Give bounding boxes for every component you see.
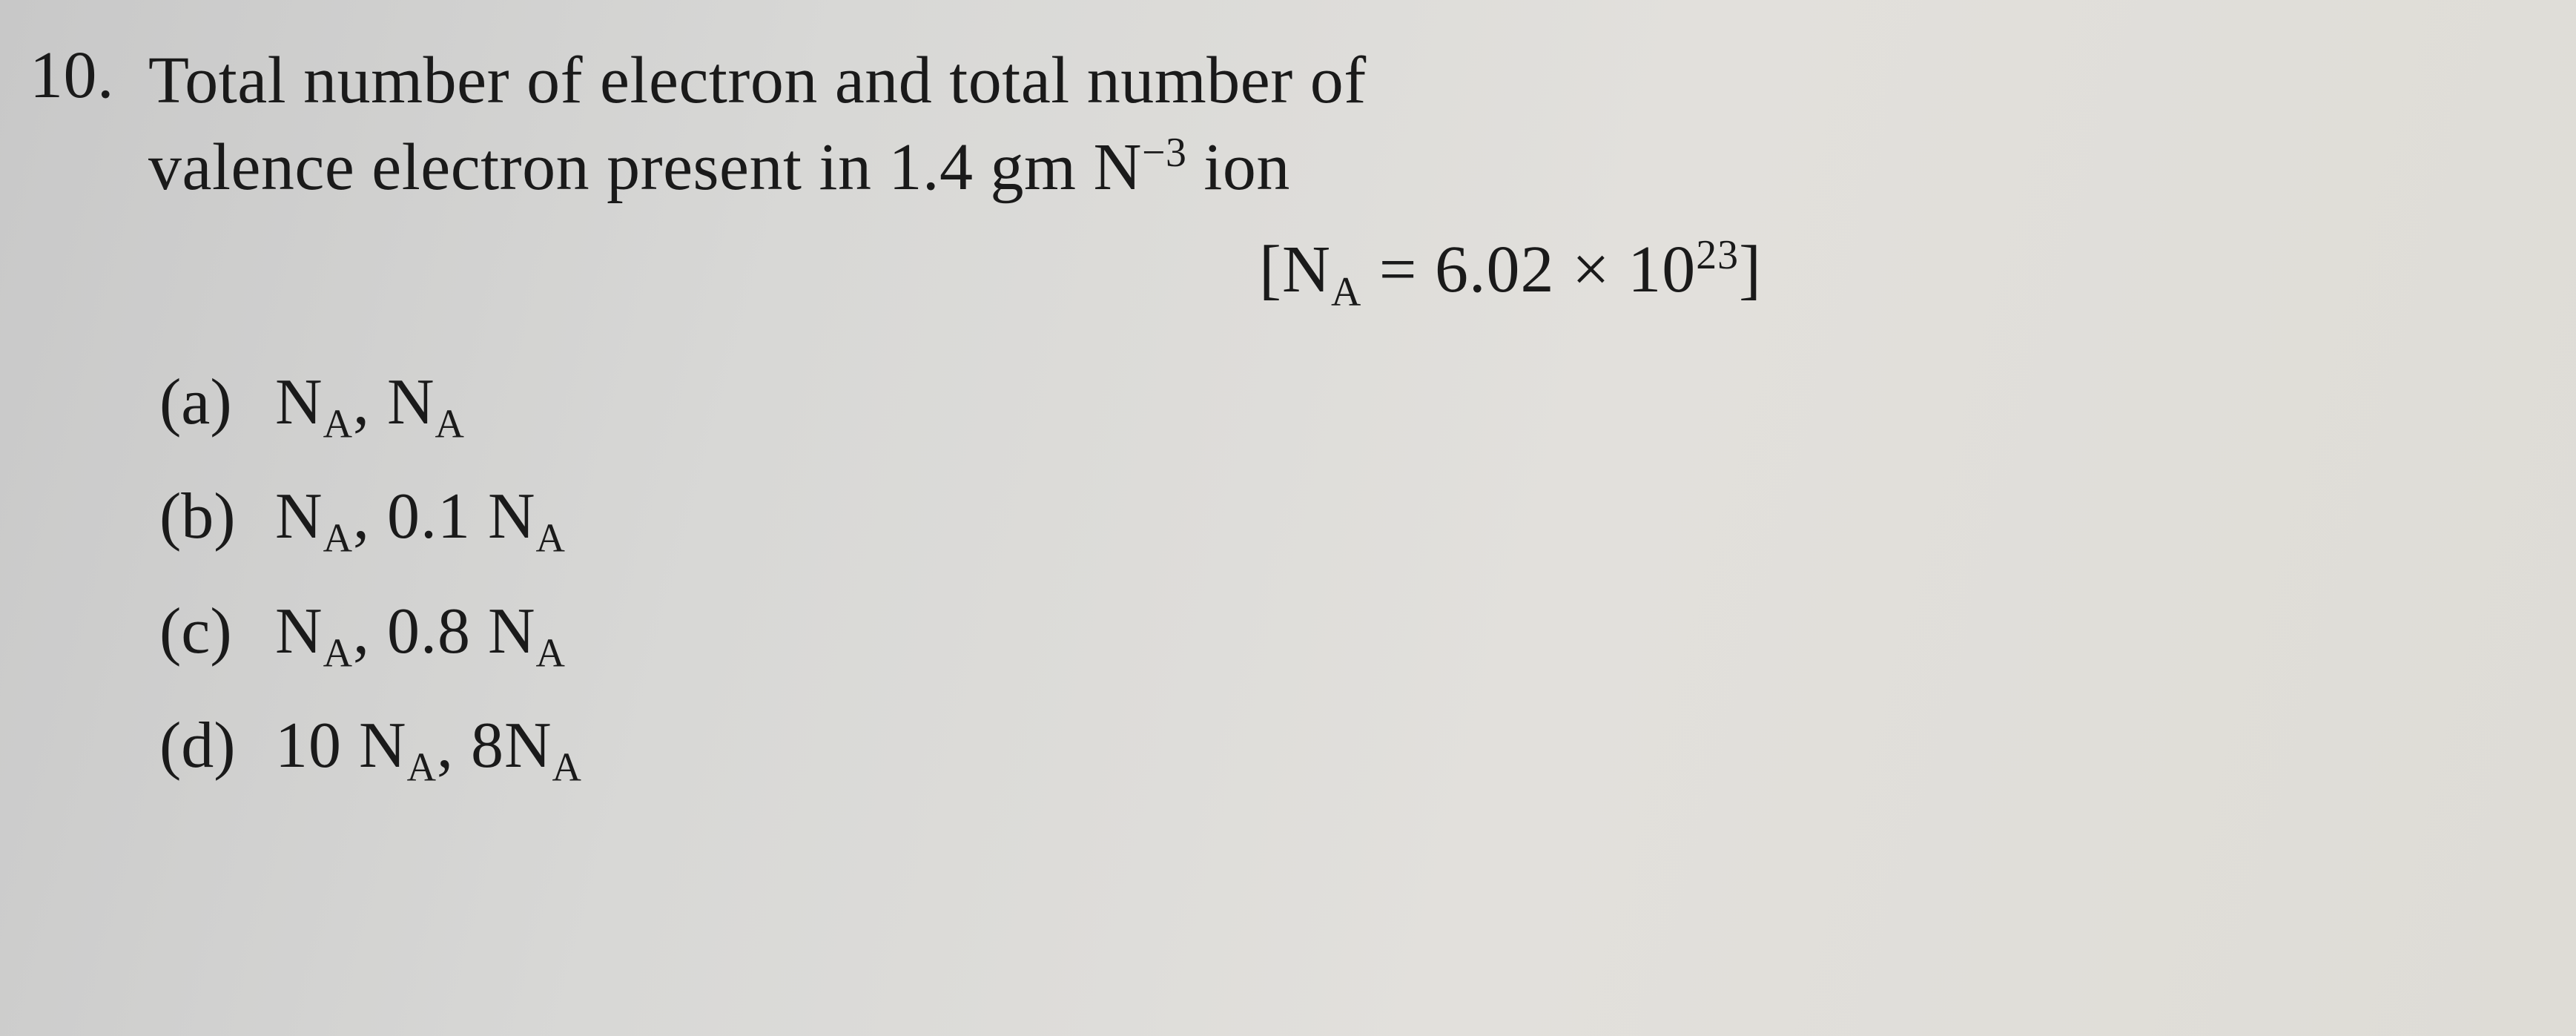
option-text-sub: A bbox=[407, 745, 437, 790]
option-row: (c)NA, 0.8 NA bbox=[159, 581, 2517, 682]
formula-open: [N bbox=[1259, 233, 1331, 306]
option-row: (d)10 NA, 8NA bbox=[159, 696, 2517, 796]
option-text-part: N bbox=[275, 481, 323, 552]
option-text-sub: A bbox=[536, 515, 566, 561]
option-text-sub: A bbox=[323, 515, 353, 561]
option-label: (a) bbox=[159, 352, 248, 453]
option-row: (a)NA, NA bbox=[159, 352, 2517, 453]
option-text-sub: A bbox=[323, 401, 353, 446]
option-row: (b)NA, 0.1 NA bbox=[159, 466, 2517, 567]
formula: [NA = 6.02 × 1023] bbox=[504, 231, 2517, 308]
option-label: (d) bbox=[159, 696, 248, 796]
option-text-part: 10 N bbox=[275, 710, 407, 782]
option-text: 10 NA, 8NA bbox=[275, 696, 582, 796]
option-text-part: , 0.1 N bbox=[353, 481, 536, 552]
option-text-part: , N bbox=[353, 366, 435, 438]
formula-mid: = 6.02 × 10 bbox=[1361, 233, 1696, 306]
option-text-part: , 8N bbox=[437, 710, 552, 782]
question-block: 10. Total number of electron and total n… bbox=[30, 37, 2517, 797]
question-text-line2: valence electron present in 1.4 gm N−3 i… bbox=[148, 124, 2517, 211]
option-text-sub: A bbox=[552, 745, 582, 790]
option-text-sub: A bbox=[536, 630, 566, 675]
formula-close: ] bbox=[1739, 233, 1762, 306]
question-text-line1: Total number of electron and total numbe… bbox=[148, 37, 2517, 124]
option-text-part: , 0.8 N bbox=[353, 595, 536, 667]
question-text-line2-suffix: ion bbox=[1186, 131, 1290, 204]
option-text-sub: A bbox=[435, 401, 465, 446]
option-text-part: N bbox=[275, 366, 323, 438]
formula-sup: 23 bbox=[1696, 232, 1739, 278]
question-text-line2-prefix: valence electron present in 1.4 gm N bbox=[148, 131, 1142, 204]
option-text: NA, 0.1 NA bbox=[275, 466, 566, 567]
option-label: (b) bbox=[159, 466, 248, 567]
option-text-part: N bbox=[275, 595, 323, 667]
formula-sub: A bbox=[1331, 269, 1361, 315]
question-text-line2-sup: −3 bbox=[1142, 130, 1186, 176]
option-text: NA, 0.8 NA bbox=[275, 581, 566, 682]
option-label: (c) bbox=[159, 581, 248, 682]
option-text-sub: A bbox=[323, 630, 353, 675]
question-body: Total number of electron and total numbe… bbox=[148, 37, 2517, 308]
question-number: 10. bbox=[30, 37, 126, 114]
option-text: NA, NA bbox=[275, 352, 465, 453]
options-list: (a)NA, NA(b)NA, 0.1 NA(c)NA, 0.8 NA(d)10… bbox=[159, 352, 2517, 797]
question-row: 10. Total number of electron and total n… bbox=[30, 37, 2517, 308]
